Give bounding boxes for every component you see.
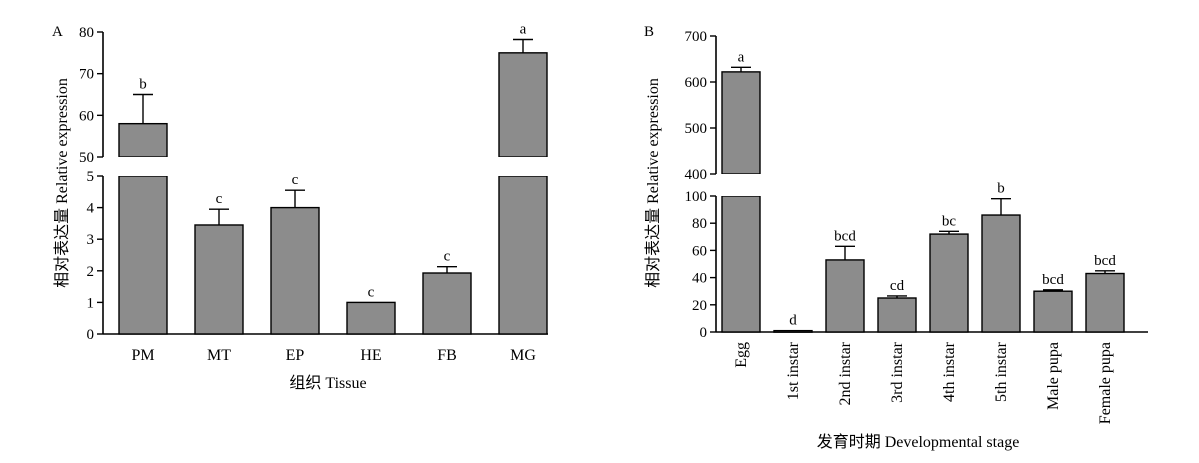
significance-label: bcd [1042, 272, 1064, 288]
significance-label: c [292, 172, 299, 188]
significance-label: c [368, 284, 375, 300]
y-tick-label: 700 [685, 29, 708, 45]
significance-label: bcd [834, 228, 856, 244]
y-tick-label: 70 [79, 67, 94, 83]
y-tick-label: 600 [685, 75, 708, 91]
x-tick-label: 3rd instar [889, 341, 906, 403]
panel-letter: B [644, 24, 654, 40]
x-tick-label: MT [207, 347, 231, 364]
panel-letter: A [52, 24, 63, 40]
x-tick-label: 5th instar [993, 341, 1010, 402]
x-tick-label: Egg [733, 342, 750, 368]
x-tick-label: MG [510, 347, 536, 364]
y-tick-label: 400 [685, 167, 708, 183]
y-tick-label: 500 [685, 121, 708, 137]
y-tick-label: 0 [700, 325, 708, 341]
y-tick-label: 0 [87, 327, 95, 343]
x-tick-label: 1st instar [785, 341, 802, 400]
axis-break-gap [498, 157, 548, 176]
x-tick-label: PM [131, 347, 154, 364]
significance-label: cd [890, 278, 905, 294]
y-tick-label: 20 [692, 298, 707, 314]
bar [721, 71, 761, 175]
significance-label: bcd [1094, 253, 1116, 269]
x-axis-title: 发育时期 Developmental stage [817, 433, 1020, 451]
significance-label: b [997, 181, 1005, 197]
y-tick-label: 60 [692, 243, 707, 259]
x-tick-label: Female pupa [1097, 342, 1114, 424]
bar [270, 206, 320, 335]
y-tick-label: 2 [87, 264, 95, 280]
bar [498, 175, 548, 335]
x-axis-title: 组织 Tissue [289, 374, 366, 392]
y-tick-label: 4 [87, 201, 95, 217]
y-tick-label: 5 [87, 169, 95, 185]
axis-break-gap [721, 174, 761, 196]
bar [1085, 272, 1125, 333]
y-tick-label: 80 [692, 216, 707, 232]
y-axis-title: 相对表达量 Relative expression [53, 78, 71, 288]
significance-label: bc [942, 213, 957, 229]
x-tick-label: Male pupa [1045, 342, 1062, 410]
bar [1033, 290, 1073, 333]
y-tick-label: 50 [79, 150, 94, 166]
significance-label: d [789, 313, 797, 329]
bar [498, 52, 548, 158]
y-tick-label: 3 [87, 232, 95, 248]
y-tick-label: 100 [685, 189, 708, 205]
bar [194, 224, 244, 335]
bar [981, 214, 1021, 333]
y-tick-label: 1 [87, 295, 95, 311]
bar [929, 233, 969, 333]
bar [422, 272, 472, 335]
y-tick-label: 40 [692, 271, 707, 287]
significance-label: a [520, 22, 527, 38]
significance-label: b [139, 77, 147, 93]
axis-break-gap [118, 157, 168, 176]
bar [825, 259, 865, 333]
x-tick-label: 2nd instar [837, 341, 854, 405]
significance-label: c [216, 191, 223, 207]
significance-label: c [444, 249, 451, 265]
x-tick-label: HE [360, 347, 381, 364]
bar [346, 301, 396, 335]
significance-label: a [738, 49, 745, 65]
y-tick-label: 60 [79, 108, 94, 124]
x-tick-label: FB [437, 347, 457, 364]
y-axis-title: 相对表达量 Relative expression [644, 78, 662, 288]
x-tick-label: 4th instar [941, 341, 958, 402]
bar [118, 175, 168, 335]
y-tick-label: 80 [79, 25, 94, 41]
x-tick-label: EP [286, 347, 305, 364]
bar [773, 329, 813, 333]
bar [118, 122, 168, 158]
bar [877, 297, 917, 333]
bar [721, 195, 761, 333]
